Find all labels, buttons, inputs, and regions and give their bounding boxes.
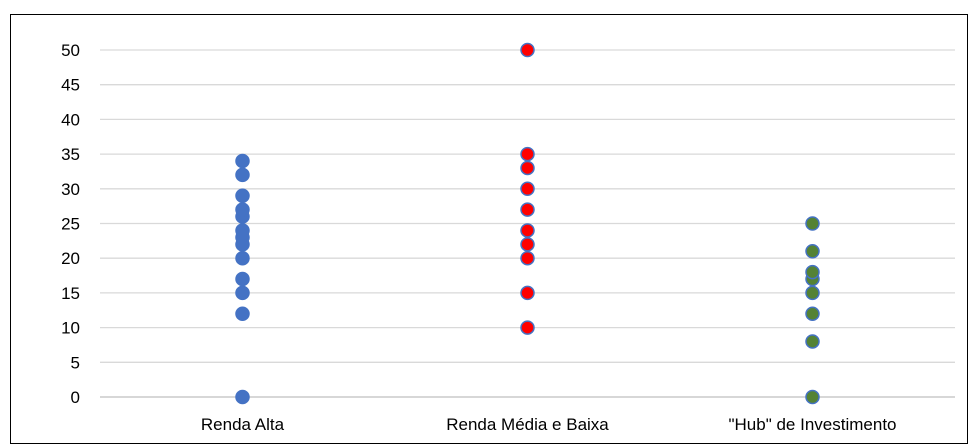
y-tick-label: 10	[61, 319, 80, 338]
y-tick-label: 45	[61, 76, 80, 95]
data-point	[520, 237, 535, 252]
y-tick-label: 30	[61, 180, 80, 199]
data-point	[235, 271, 250, 287]
data-point	[805, 334, 820, 349]
data-point	[520, 320, 535, 335]
data-point	[805, 306, 820, 321]
data-point	[520, 202, 535, 217]
data-points	[235, 42, 820, 405]
y-tick-label: 50	[61, 41, 80, 60]
data-point	[520, 223, 535, 238]
data-point	[235, 285, 250, 301]
y-tick-label: 40	[61, 110, 80, 129]
y-axis-tick-labels: 0 5 10 15 20 25 30 35 40 45 50	[61, 41, 80, 407]
data-point	[235, 153, 250, 169]
data-point	[805, 389, 820, 405]
data-point	[235, 250, 250, 266]
x-category-label: "Hub" de Investimento	[729, 415, 897, 434]
data-point	[805, 285, 820, 301]
data-point	[235, 167, 250, 183]
data-point	[520, 250, 535, 266]
data-point	[235, 202, 250, 217]
data-point	[520, 160, 535, 176]
x-category-label: Renda Alta	[201, 415, 285, 434]
data-point	[805, 216, 820, 231]
data-point	[235, 306, 250, 321]
data-point	[235, 188, 250, 203]
data-point	[235, 389, 250, 405]
data-point	[520, 146, 535, 162]
data-point	[235, 223, 250, 238]
y-tick-label: 15	[61, 284, 80, 303]
data-point	[805, 244, 820, 259]
x-axis-category-labels: Renda Alta Renda Média e Baixa "Hub" de In…	[201, 415, 897, 434]
data-point	[805, 264, 820, 280]
data-point	[520, 42, 535, 58]
y-tick-label: 0	[71, 388, 80, 407]
y-tick-label: 35	[61, 145, 80, 164]
y-tick-label: 20	[61, 249, 80, 268]
y-tick-label: 5	[71, 353, 80, 372]
x-category-label: Renda Média e Baixa	[446, 415, 609, 434]
y-tick-label: 25	[61, 215, 80, 234]
data-point	[520, 181, 535, 197]
data-point	[520, 285, 535, 301]
